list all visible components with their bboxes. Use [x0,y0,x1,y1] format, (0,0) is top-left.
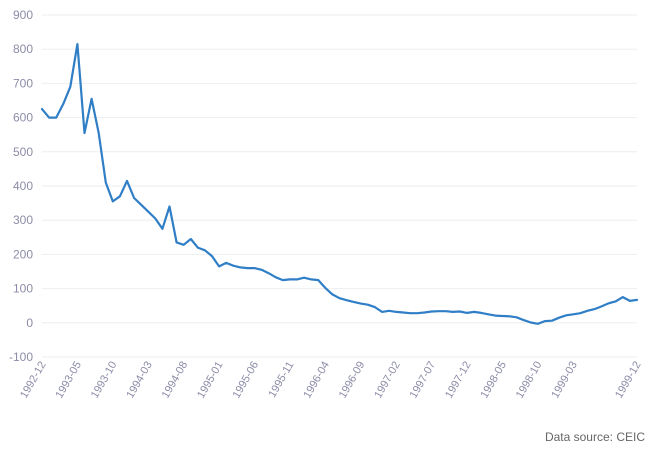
y-tick-label: 700 [13,76,33,90]
x-tick-label: 1999-03 [549,360,580,401]
x-axis-tick-labels: 1992-12 1993-05 1993-10 1994-03 1994-08 1995-… [18,359,644,400]
y-tick-label: 600 [13,111,33,125]
y-tick-label: 400 [13,179,33,193]
x-tick-label: 1995-06 [231,360,262,401]
x-tick-label: 1996-04 [301,360,332,401]
y-tick-label: -100 [9,350,33,364]
y-tick-label: 300 [13,213,33,227]
x-tick-label: 1997-12 [443,360,474,401]
x-tick-label: 1995-11 [266,360,296,400]
x-tick-label: 1994-03 [124,360,155,401]
data-source-note: Data source: CEIC [544,430,645,444]
series-line [40,42,639,325]
y-tick-label: 200 [13,247,33,261]
x-tick-label: 1993-10 [89,360,120,401]
x-tick-label: 1992-12 [18,360,49,401]
x-tick-label: 1995-01 [195,360,226,401]
y-tick-label: 800 [13,42,33,56]
y-tick-label: 900 [13,8,33,22]
x-tick-label: 1993-05 [53,360,84,401]
x-tick-label: 1999-12 [613,360,644,401]
x-tick-label: 1997-07 [408,360,439,401]
series-layer [40,42,639,325]
gridlines [42,14,637,358]
x-tick-label: 1998-05 [478,359,509,400]
x-tick-label: 1994-08 [160,360,191,401]
x-tick-label: 1998-10 [514,360,545,401]
y-tick-label: 100 [13,282,33,296]
y-axis-tick-labels: -100 0 100 200 300 400 500 600 700 800 900 [9,8,33,364]
y-tick-label: 0 [26,316,33,330]
x-tick-label: 1997-02 [372,360,403,401]
y-tick-label: 500 [13,145,33,159]
x-tick-label: 1996-09 [337,360,368,401]
